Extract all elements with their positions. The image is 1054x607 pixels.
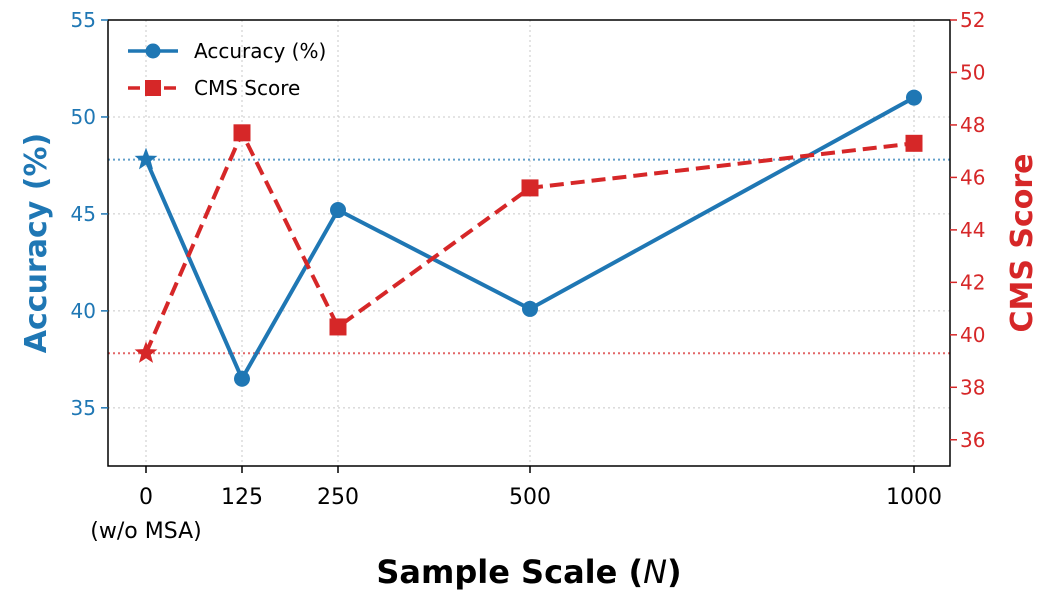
- right-tick-label: 46: [960, 165, 985, 189]
- x-tick-label: 125: [221, 485, 263, 510]
- left-tick-label: 55: [71, 8, 96, 32]
- legend-label-accuracy: Accuracy (%): [194, 39, 326, 63]
- data-point-circle: [234, 370, 250, 387]
- left-tick-label: 35: [71, 396, 96, 420]
- x-axis-label-main: Sample Scale (: [376, 553, 643, 591]
- right-axis-label: CMS Score: [1005, 153, 1040, 332]
- x-tick-label: 0: [139, 485, 153, 510]
- x-axis-label-end: ): [667, 553, 682, 591]
- right-tick-label: 42: [960, 270, 985, 294]
- right-tick-label: 48: [960, 113, 985, 137]
- x-tick-label: 500: [509, 485, 551, 510]
- data-point-square: [905, 134, 923, 152]
- legend: Accuracy (%) CMS Score: [128, 39, 326, 100]
- x-axis-label: Sample Scale (N): [376, 553, 681, 591]
- legend-marker-cms: [145, 80, 161, 96]
- data-point-circle: [330, 202, 346, 219]
- x-tick-label: 250: [317, 485, 359, 510]
- data-point-circle: [522, 300, 538, 317]
- data-point-star: [134, 147, 158, 170]
- left-axis-label: Accuracy (%): [19, 133, 54, 353]
- data-point-square: [329, 318, 347, 336]
- series-line-cms: [144, 130, 915, 354]
- legend-marker-accuracy: [145, 43, 161, 59]
- left-axis-ticks: 35 40 45 50 55: [71, 8, 108, 420]
- x-tick-label: 1000: [886, 485, 942, 510]
- legend-label-cms: CMS Score: [194, 76, 300, 100]
- right-tick-label: 40: [960, 323, 985, 347]
- right-tick-label: 50: [960, 60, 985, 84]
- series-group: [134, 89, 923, 387]
- x-sub-label: (w/o MSA): [90, 519, 201, 544]
- left-tick-label: 40: [71, 299, 96, 323]
- x-axis-label-variable: N: [643, 553, 667, 591]
- data-point-square: [233, 124, 251, 142]
- data-point-square: [521, 179, 539, 197]
- right-tick-label: 44: [960, 218, 985, 242]
- left-tick-label: 50: [71, 105, 96, 129]
- data-point-star: [134, 341, 158, 363]
- right-tick-label: 36: [960, 428, 985, 452]
- plot-frame: [107, 19, 951, 467]
- data-point-circle: [906, 89, 922, 106]
- left-tick-label: 45: [71, 202, 96, 226]
- reference-lines: [108, 158, 950, 355]
- x-axis-ticks: 0 125 250 500 1000: [139, 466, 942, 510]
- right-tick-label: 38: [960, 375, 985, 399]
- right-axis-ticks: 36 38 40 42 44 46 48 50 52: [950, 8, 985, 452]
- right-tick-label: 52: [960, 8, 985, 32]
